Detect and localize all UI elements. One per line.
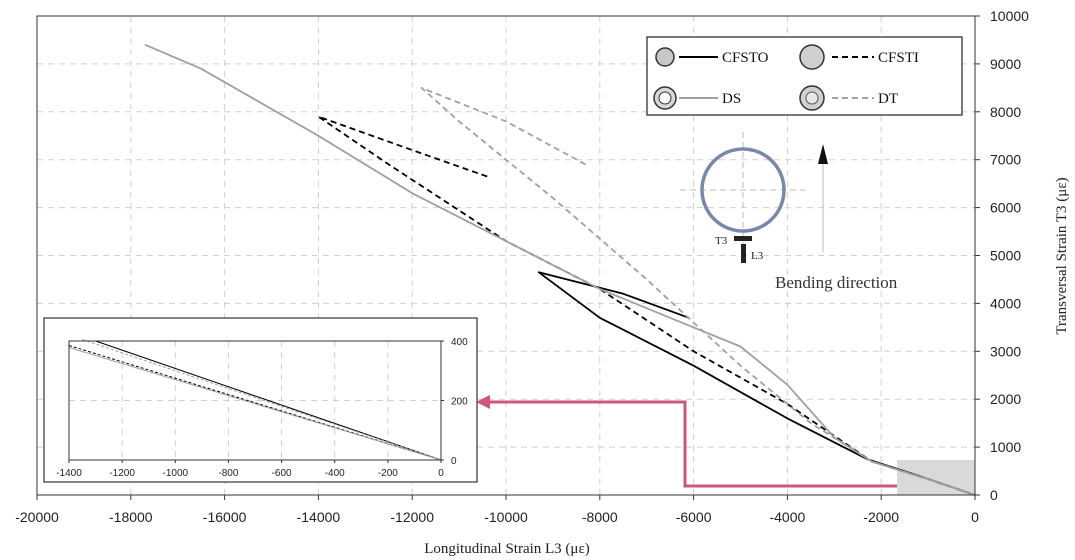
x-tick-label: -600 — [272, 468, 292, 479]
y-tick-label: 2000 — [990, 391, 1021, 407]
y-tick-label: 0 — [451, 456, 457, 467]
x-tick-label: -12000 — [390, 509, 434, 525]
x-axis-label: Longitudinal Strain L3 (με) — [424, 541, 590, 557]
bending-arrow-icon — [818, 144, 828, 164]
gauge-t3-mark — [734, 236, 752, 241]
solid-section-icon — [656, 48, 674, 66]
y-tick-label: 0 — [990, 487, 998, 503]
x-tick-label: -16000 — [203, 509, 247, 525]
x-tick-label: -20000 — [15, 509, 59, 525]
y-tick-label: 400 — [451, 337, 468, 348]
legend-label-cfsto: CFSTO — [722, 50, 769, 66]
x-tick-label: 0 — [438, 468, 444, 479]
solid-section-icon — [800, 45, 824, 69]
y-tick-label: 6000 — [990, 200, 1021, 216]
x-tick-label: -4000 — [769, 509, 805, 525]
bending-direction-label: Bending direction — [775, 273, 898, 292]
x-tick-label: -1000 — [162, 468, 188, 479]
zoom-pointer-arrow — [476, 395, 897, 486]
x-tick-label: -2000 — [863, 509, 899, 525]
x-tick-label: -800 — [218, 468, 238, 479]
x-tick-label: -8000 — [582, 509, 618, 525]
hollow-core — [806, 92, 818, 104]
x-tick-label: -18000 — [109, 509, 153, 525]
x-tick-label: -10000 — [484, 509, 528, 525]
x-tick-label: -1200 — [109, 468, 135, 479]
y-tick-label: 4000 — [990, 295, 1021, 311]
x-tick-label: -6000 — [676, 509, 712, 525]
y-tick-label: 200 — [451, 397, 468, 408]
legend-label-ds: DS — [722, 91, 741, 107]
x-tick-label: -200 — [378, 468, 398, 479]
legend-label-cfsti: CFSTI — [878, 50, 919, 66]
zoom-pointer-arrowhead-icon — [476, 395, 490, 409]
hollow-core — [659, 92, 671, 104]
gauge-l3-mark — [741, 244, 746, 263]
y-tick-label: 9000 — [990, 56, 1021, 72]
x-tick-label: -1400 — [56, 468, 82, 479]
y-tick-label: 8000 — [990, 104, 1021, 120]
y-tick-label: 3000 — [990, 343, 1021, 359]
y-axis-label: Transversal Strain T3 (με) — [1054, 177, 1070, 334]
y-tick-label: 5000 — [990, 248, 1021, 264]
x-tick-label: -400 — [325, 468, 345, 479]
y-tick-label: 10000 — [990, 8, 1029, 24]
y-tick-label: 7000 — [990, 152, 1021, 168]
legend-label-dt: DT — [878, 91, 898, 107]
legend: CFSTO CFSTI DS DT — [647, 37, 962, 115]
section-diagram: T3 L3 Bending direction — [680, 132, 898, 292]
x-tick-label: 0 — [971, 509, 979, 525]
gauge-l3-label: L3 — [751, 250, 764, 262]
x-tick-label: -14000 — [297, 509, 341, 525]
y-tick-label: 1000 — [990, 439, 1021, 455]
zoom-region-highlight — [897, 460, 975, 495]
gauge-t3-label: T3 — [715, 235, 728, 247]
